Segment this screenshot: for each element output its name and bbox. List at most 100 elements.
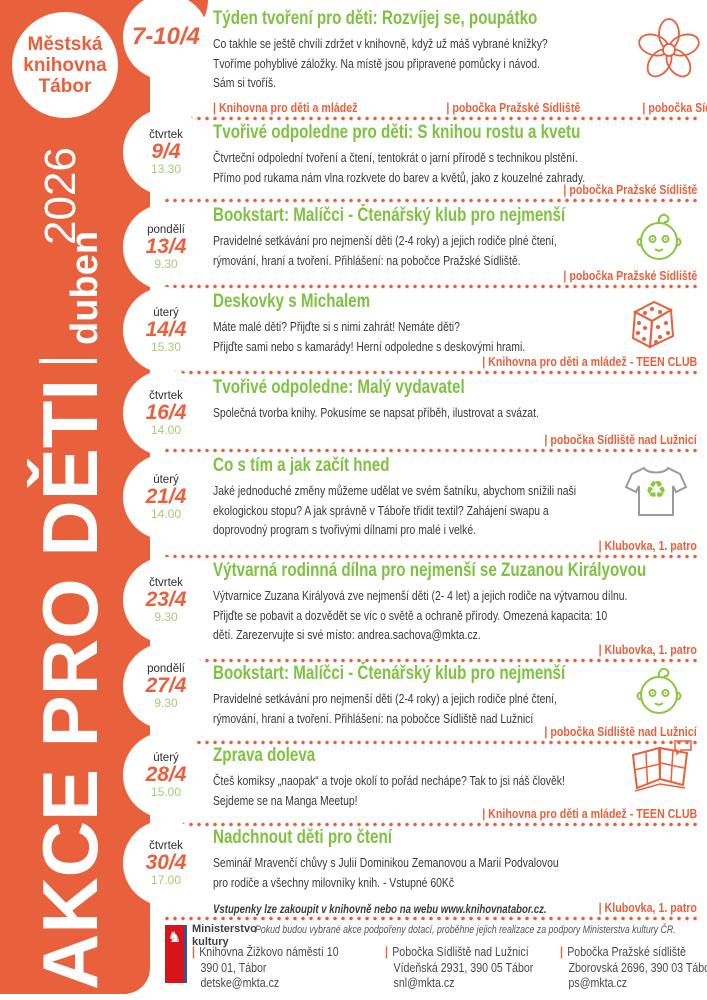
event-title: Deskovky s Michalem: [213, 291, 371, 312]
event-time: 17.00: [150, 872, 182, 887]
event-time: 9.30: [154, 256, 178, 271]
event-title: Týden tvoření pro děti: Rozvíjej se, pou…: [213, 8, 538, 29]
czech-lion-icon: ♞: [168, 929, 181, 946]
event-description: Jaké jednoduché změny můžeme udělat ve s…: [213, 483, 577, 537]
event-time: 14.00: [150, 506, 182, 521]
badge-line: Městská: [27, 33, 103, 55]
dotted-separator: [163, 448, 701, 453]
pipe-mark: |: [385, 945, 388, 959]
date-bubble: čtvrtek 23/4 9.30: [123, 557, 209, 643]
branch-email[interactable]: ps@mkta.cz: [568, 976, 628, 990]
event-date: 7-10/4: [131, 23, 201, 51]
location-tag: | pobočka Sídliště nad Lužnicí: [544, 724, 697, 739]
event-time: 14.00: [150, 422, 182, 437]
event-day: pondělí: [147, 223, 185, 236]
event-day: čtvrtek: [149, 839, 183, 852]
footer: ♞ Ministerstvo kultury Pokud budou vybra…: [165, 921, 707, 1000]
date-bubble: čtvrtek 16/4 14.00: [123, 370, 209, 456]
event-day: čtvrtek: [149, 389, 183, 402]
event-description: Máte malé děti? Přijďte si s nimi zahrát…: [213, 319, 526, 354]
ticket-note: Vstupenky lze zakoupit v knihovně nebo n…: [213, 902, 547, 916]
event-day: pondělí: [147, 662, 185, 675]
event-block: čtvrtek 30/4 17.00 Nadchnout děti pro čt…: [123, 820, 699, 918]
event-tags: | Knihovna pro děti a mládež - TEEN CLUB: [213, 354, 697, 369]
branch-name: Pobočka Pražské sídliště: [567, 945, 686, 959]
event-title: Nadchnout děti pro čtení: [213, 827, 393, 848]
event-block: 7-10/4 Týden tvoření pro děti: Rozvíjej …: [123, 0, 707, 118]
branch-name: Pobočka Sídliště nad Lužnicí: [392, 945, 529, 959]
event-tags: | pobočka Sídliště nad Lužnicí: [213, 724, 697, 739]
dotted-separator: [163, 284, 701, 289]
location-tag: | pobočka Pražské Sídliště: [446, 100, 581, 115]
pipe-mark: |: [192, 945, 195, 959]
event-block: úterý 28/4 15.00 Zprava doleva Čteš komi…: [123, 732, 699, 824]
funding-note: Pokud budou vybrané akce podpořeny dotac…: [255, 924, 676, 936]
ministry-label: Ministerstvo kultury: [192, 923, 257, 948]
event-date: 28/4: [145, 762, 187, 786]
event-date: 27/4: [145, 673, 187, 697]
svg-text:♻: ♻: [645, 477, 667, 504]
event-title: Výtvarná rodinná dílna pro nejmenší se Z…: [213, 560, 647, 581]
event-tags: | pobočka Pražské Sídliště: [213, 182, 697, 197]
event-description: Výtvarnice Zuzana Királyová zve nejmenší…: [213, 588, 628, 642]
event-day: čtvrtek: [149, 576, 183, 589]
event-date: 9/4: [151, 139, 181, 163]
event-description: Čtvrteční odpolední tvoření a čtení, ten…: [213, 150, 586, 185]
branch-address: 390 01, Tábor: [200, 960, 267, 975]
dotted-separator: [163, 822, 701, 827]
dotted-separator: [163, 916, 701, 921]
event-date: 16/4: [145, 400, 187, 424]
branch-email[interactable]: snl@mkta.cz: [393, 976, 455, 990]
event-title: Co s tím a jak začít hned: [213, 455, 390, 476]
event-date: 30/4: [145, 850, 187, 874]
event-block: čtvrtek 23/4 9.30 Výtvarná rodinná dílna…: [123, 557, 699, 660]
flower-icon: [638, 18, 700, 78]
vertical-title: AKCE PRO DĚTI duben: [25, 231, 114, 990]
event-time: 15.30: [150, 339, 182, 354]
location-tag: | pobočka Sídliště nad Lužnicí: [544, 432, 697, 447]
event-title: Bookstart: Malíčci - Čtenářský klub pro …: [213, 663, 566, 684]
event-date: 23/4: [145, 587, 187, 611]
tshirt-icon: ♻: [624, 466, 688, 516]
event-tags: | Klubovka, 1. patro: [213, 538, 697, 553]
event-date: 14/4: [145, 317, 187, 341]
location-tag: | pobočka Sídliště nad Lužnicí: [642, 100, 707, 115]
date-bubble: 7-10/4: [123, 0, 209, 80]
location-tag: | Klubovka, 1. patro: [598, 538, 697, 553]
date-bubble: pondělí 27/4 9.30: [123, 643, 209, 729]
date-bubble: čtvrtek 30/4 17.00: [123, 820, 209, 906]
dotted-separator: [163, 554, 701, 559]
location-tag: | Knihovna pro děti a mládež: [213, 100, 358, 115]
event-tags: | Klubovka, 1. patro: [213, 642, 697, 657]
badge-line: Tábor: [38, 75, 92, 97]
event-block: čtvrtek 9/4 13.30 Tvořivé odpoledne pro …: [123, 109, 699, 200]
event-description: Pravidelné setkávání pro nejmenší děti (…: [213, 691, 557, 726]
location-tag: | Knihovna pro děti a mládež - TEEN CLUB: [481, 806, 697, 821]
pipe-mark: |: [560, 945, 563, 959]
dotted-separator: [163, 198, 701, 203]
branch-email[interactable]: detske@mkta.cz: [200, 976, 280, 990]
date-bubble: úterý 14/4 15.30: [123, 287, 209, 373]
location-tag: | pobočka Pražské Sídliště: [563, 182, 697, 197]
address-column: | Pobočka Sídliště nad Lužnicí Vídeňská 2…: [385, 945, 533, 992]
date-bubble: úterý 21/4 14.00: [123, 454, 209, 540]
event-title: Bookstart: Malíčci - Čtenářský klub pro …: [213, 205, 566, 226]
poster-month: duben: [64, 230, 106, 345]
event-tags: | Klubovka, 1. patro: [213, 900, 697, 915]
event-block: pondělí 27/4 9.30 Bookstart: Malíčci - Č…: [123, 643, 699, 742]
branch-name: Knihovna Žižkovo náměstí 10: [199, 945, 339, 959]
event-block: úterý 14/4 15.30 Deskovky s Michalem Mát…: [123, 287, 699, 373]
event-title: Tvořivé odpoledne: Malý vydavatel: [213, 377, 465, 398]
location-tag: | Klubovka, 1. patro: [598, 900, 697, 915]
library-badge: Městská knihovna Tábor: [12, 12, 118, 118]
manga-icon: [631, 740, 692, 792]
badge-line: knihovna: [23, 54, 107, 76]
date-bubble: čtvrtek 9/4 13.30: [123, 109, 209, 195]
event-title: Zprava doleva: [213, 745, 316, 766]
rail-divider: [39, 358, 97, 363]
branch-address: Vídeňská 2931, 390 05 Tábor: [393, 960, 534, 975]
poster-year: 2026: [36, 147, 85, 245]
event-date: 21/4: [145, 484, 187, 508]
dice-icon: [631, 300, 675, 349]
